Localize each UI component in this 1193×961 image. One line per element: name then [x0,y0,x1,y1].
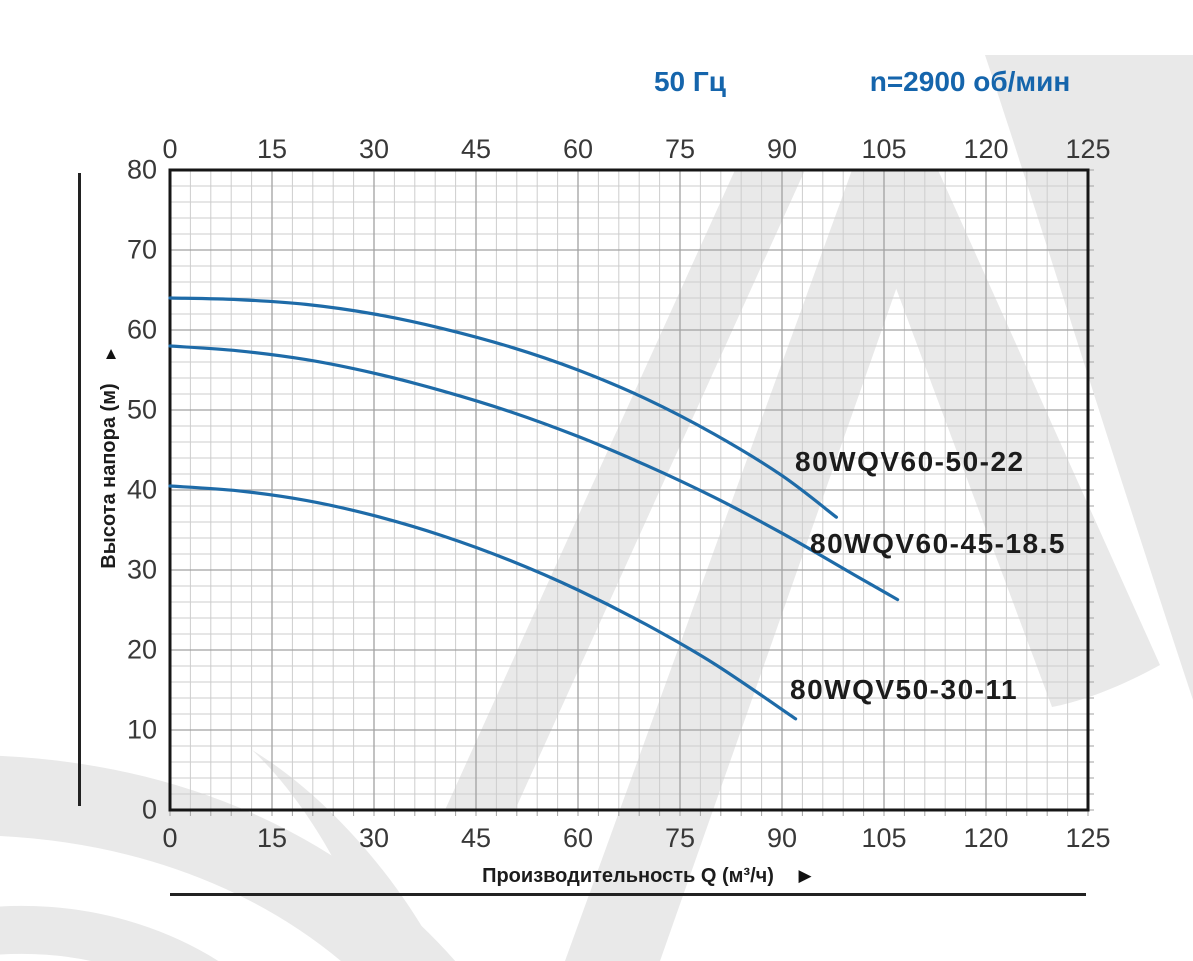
curve-80WQV60-45-18.5 [168,344,900,602]
x-axis-bottom-tick-label: 120 [963,823,1009,853]
x-axis-top-tick-label: 75 [664,134,696,164]
x-axis-top-tick-label: 120 [963,134,1009,164]
y-axis-up-arrow-icon: ▲ [102,344,120,363]
y-axis-tick-label: 60 [126,314,157,345]
x-axis-top-tick-label: 105 [861,134,907,164]
rotation-speed-label: n=2900 об/мин [869,66,1071,97]
x-axis-bottom-tick-label: 45 [460,823,492,853]
y-axis-tick-label: 0 [141,794,157,825]
y-axis-rule [78,173,81,806]
x-axis-bottom-tick-label: 30 [358,823,390,853]
pump-curves [168,296,900,721]
watermark-logo [0,55,1193,961]
x-axis-top-tick-label: 0 [162,134,178,164]
curve-80WQV60-50-22 [168,296,838,519]
x-axis-title: Производительность Q (м³/ч) [482,865,774,887]
x-axis-bottom-tick-label: 105 [861,823,907,853]
x-axis-bottom-tick-label: 0 [162,823,178,853]
x-axis-top-tick-label: 30 [358,134,390,164]
x-axis-top-tick-label: 15 [256,134,288,164]
x-axis-top-tick-label: 45 [460,134,492,164]
x-axis-top-tick-label: 125 [1065,134,1111,164]
curve-name-label: 80WQV60-45-18.5 [810,528,1066,559]
x-axis-bottom-tick-label: 75 [664,823,696,853]
x-axis-top-tick-label: 60 [562,134,594,164]
x-axis-rule [170,893,1086,896]
y-axis-tick-label: 40 [126,474,157,505]
y-axis-tick-label: 70 [126,234,157,265]
y-axis-tick-label: 10 [126,714,157,745]
curve-80WQV50-30-11 [168,484,798,721]
y-axis-tick-label: 20 [126,634,157,665]
curve-name-label: 80WQV50-30-11 [790,674,1019,705]
curve-name-label: 80WQV60-50-22 [795,446,1025,477]
y-axis-tick-label: 50 [126,394,157,425]
plot-border [168,168,1090,812]
x-axis-bottom-tick-label: 15 [256,823,288,853]
y-axis-tick-label: 80 [126,154,157,185]
y-axis-tick-label: 30 [126,554,157,585]
x-axis-bottom-tick-label: 90 [766,823,798,853]
x-axis-top-tick-label: 90 [766,134,798,164]
x-axis-bottom-tick-label: 125 [1065,823,1111,853]
frequency-label: 50 Гц [653,66,726,97]
x-axis-right-arrow-icon: ▶ [798,866,812,885]
x-axis-bottom-tick-label: 60 [562,823,594,853]
